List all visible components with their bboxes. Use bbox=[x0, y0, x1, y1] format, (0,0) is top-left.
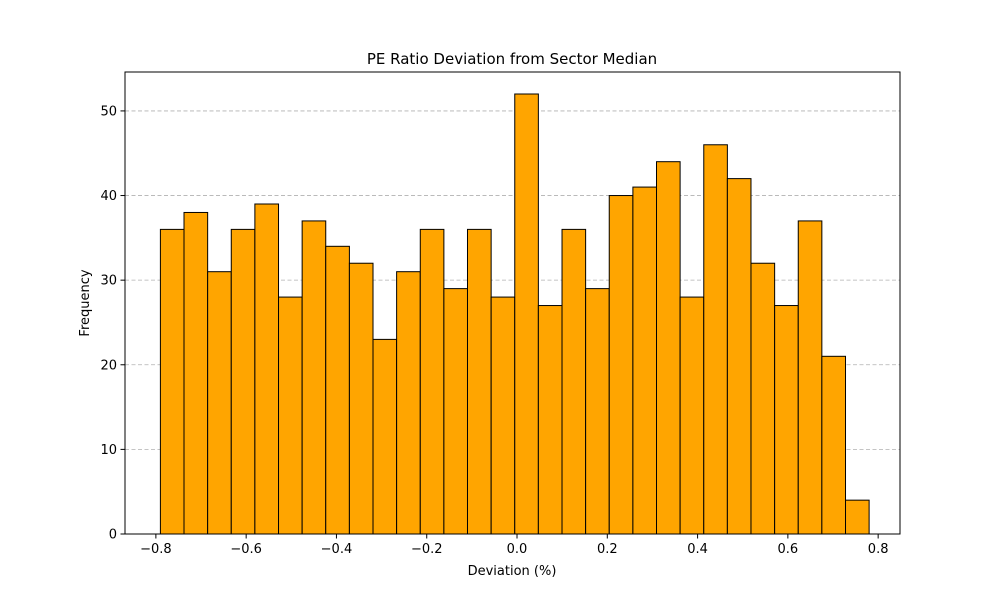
histogram-bar bbox=[325, 245, 350, 535]
histogram-bar bbox=[845, 499, 870, 535]
histogram-bar bbox=[726, 178, 752, 535]
histogram-bar bbox=[230, 228, 256, 535]
histogram-bar bbox=[254, 203, 280, 535]
histogram-bar bbox=[514, 93, 539, 535]
x-tick-label: −0.8 bbox=[140, 542, 172, 557]
histogram-bar bbox=[561, 228, 587, 535]
histogram-bar bbox=[183, 211, 209, 535]
histogram-bar bbox=[537, 305, 563, 535]
histogram-bar bbox=[750, 262, 776, 535]
histogram-bar bbox=[608, 195, 634, 535]
histogram-bar bbox=[207, 271, 232, 535]
y-tick-label: 30 bbox=[100, 274, 117, 289]
histogram-bar bbox=[443, 288, 468, 535]
histogram-bar bbox=[774, 305, 799, 535]
histogram-bar bbox=[679, 296, 705, 535]
x-axis-label: Deviation (%) bbox=[468, 564, 557, 579]
histogram-bar bbox=[419, 228, 445, 535]
y-tick-label: 50 bbox=[100, 104, 117, 119]
y-tick-label: 10 bbox=[100, 443, 117, 458]
x-tick-label: −0.6 bbox=[230, 542, 262, 557]
histogram-bar bbox=[585, 288, 610, 535]
histogram-bar bbox=[278, 296, 303, 535]
x-tick-label: 0.8 bbox=[868, 542, 889, 557]
chart-title: PE Ratio Deviation from Sector Median bbox=[367, 50, 657, 68]
x-axis: −0.8 −0.6 −0.4 −0.2 0.0 0.2 0.4 0.6 0.8 bbox=[140, 534, 888, 557]
histogram-bar bbox=[301, 220, 327, 535]
histogram-bar bbox=[797, 220, 823, 535]
y-tick-label: 40 bbox=[100, 189, 117, 204]
x-tick-label: −0.4 bbox=[321, 542, 353, 557]
x-tick-label: 0.2 bbox=[597, 542, 618, 557]
histogram-bar bbox=[656, 161, 681, 535]
x-tick-label: 0.4 bbox=[687, 542, 708, 557]
histogram-bar bbox=[466, 228, 492, 535]
y-axis: 0 10 20 30 40 50 bbox=[100, 104, 125, 543]
x-tick-label: 0.0 bbox=[507, 542, 528, 557]
histogram-bar bbox=[703, 144, 728, 535]
histogram-bar bbox=[821, 355, 847, 535]
histogram-bar bbox=[159, 228, 185, 535]
histogram-bar bbox=[372, 338, 398, 535]
plot-frame bbox=[124, 71, 901, 535]
y-tick-label: 20 bbox=[100, 358, 117, 373]
histogram-bar bbox=[396, 271, 421, 535]
histogram-bar bbox=[490, 296, 516, 535]
y-axis-label: Frequency bbox=[78, 269, 93, 336]
histogram-bar bbox=[348, 262, 374, 535]
x-tick-label: −0.2 bbox=[411, 542, 443, 557]
y-tick-label: 0 bbox=[109, 528, 117, 543]
x-tick-label: 0.6 bbox=[778, 542, 799, 557]
bars bbox=[159, 93, 870, 535]
histogram-bar bbox=[632, 186, 658, 535]
